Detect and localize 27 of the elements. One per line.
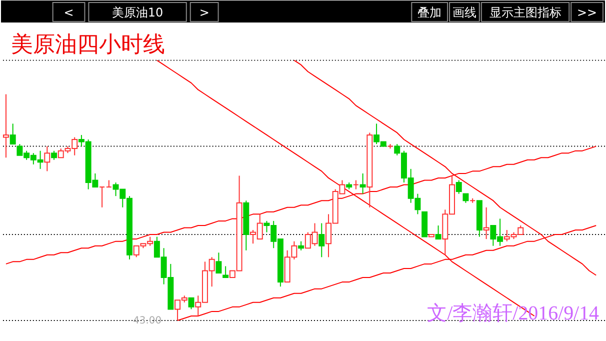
candlestick [222,266,229,278]
text: > [199,6,210,20]
candlestick [456,180,462,194]
candlestick [318,222,325,258]
text: < [64,6,74,20]
text: 叠加 [418,6,442,20]
candlestick [106,180,112,188]
candlestick [216,252,222,274]
candlestick [298,240,304,251]
candlestick [435,224,442,240]
candlestick [360,172,366,194]
chart-title: 美原油四小时线 [10,31,165,56]
candlestick [462,193,469,204]
text: 画线 [452,6,476,20]
annotation: 文/李瀚轩/2016/9/14 [427,302,600,325]
annotation: 43.00 [133,315,162,326]
candlestick [483,206,490,240]
text: >> [577,6,598,20]
candlestick [188,297,194,310]
candlestick [2,94,9,158]
candlestick [99,186,106,208]
text: 显示主图指标 [489,6,562,20]
text: 美原油10 [112,6,164,20]
candlestick [352,180,359,190]
candlestick [10,123,16,145]
candlestick [51,150,58,160]
candlestick [44,146,50,172]
